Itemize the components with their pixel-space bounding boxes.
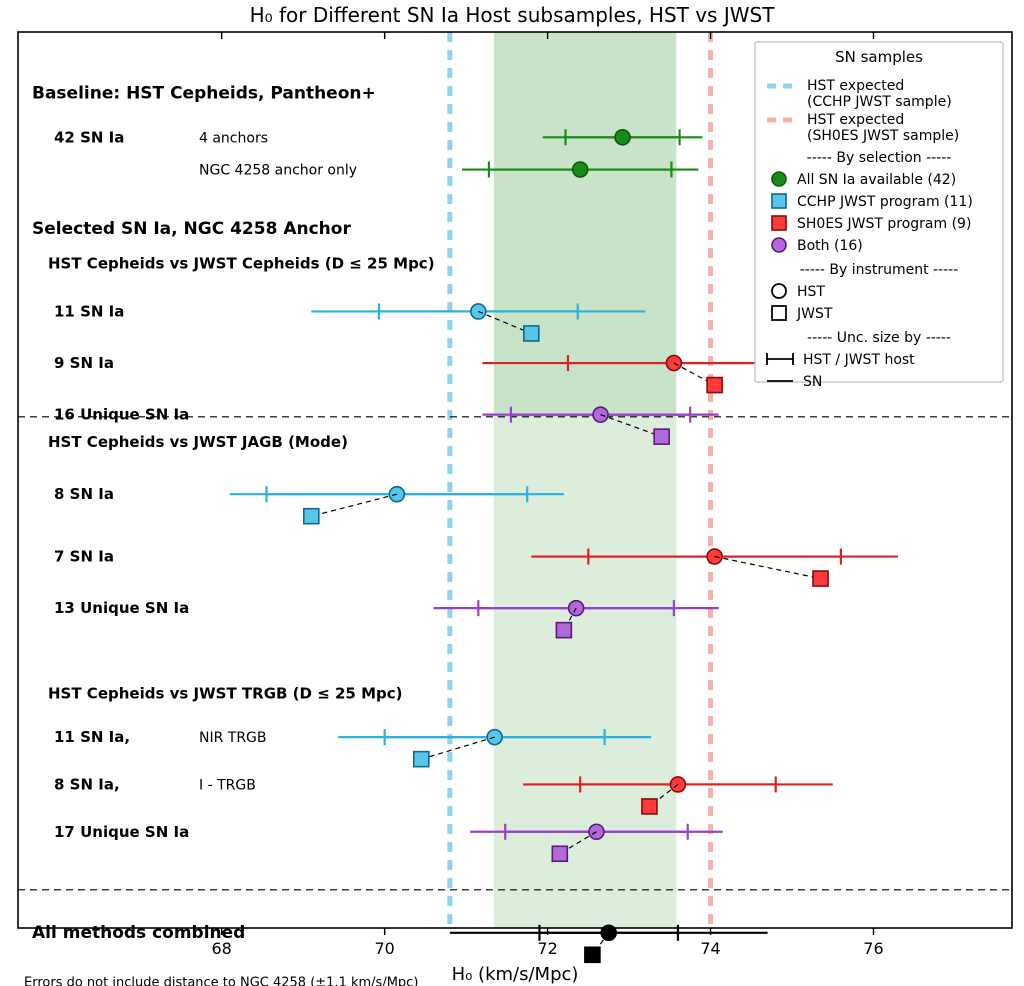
marker-jwst	[654, 429, 669, 444]
xtick-label: 74	[700, 939, 720, 958]
legend-sel-label: SH0ES JWST program (9)	[797, 216, 971, 232]
legend-sel-label: All SN Ia available (42)	[797, 172, 956, 188]
x-axis-label: H₀ (km/s/Mpc)	[452, 964, 579, 985]
marker-jwst	[556, 623, 571, 638]
section-combined: All methods combined	[32, 923, 245, 943]
row-label: 11 SN Ia,	[54, 728, 130, 746]
row-sublabel: NGC 4258 anchor only	[199, 163, 357, 179]
row-sublabel: 4 anchors	[199, 130, 268, 146]
xtick-label: 70	[374, 939, 394, 958]
row-label: 9 SN Ia	[54, 354, 114, 372]
legend-sel-label: Both (16)	[797, 238, 863, 254]
legend-sec-instrument: ----- By instrument -----	[800, 262, 959, 278]
row-label: 7 SN Ia	[54, 548, 114, 566]
marker-hst	[573, 162, 588, 177]
marker-jwst	[304, 509, 319, 524]
legend-sec-selection: ----- By selection -----	[807, 150, 952, 166]
xtick-label: 72	[537, 939, 557, 958]
marker-jwst	[552, 846, 567, 861]
marker-jwst	[524, 326, 539, 341]
legend-sec-unc: ----- Unc. size by -----	[807, 330, 951, 346]
forest-plot: H₀ for Different SN Ia Host subsamples, …	[0, 0, 1024, 986]
marker-jwst	[707, 378, 722, 393]
marker-jwst	[642, 799, 657, 814]
legend-line-label: HST expected	[807, 78, 904, 94]
legend-line-sublabel: (CCHP JWST sample)	[807, 94, 952, 110]
marker-hst	[615, 130, 630, 145]
row-label: 42 SN Ia	[54, 128, 124, 146]
legend-line-sublabel: (SH0ES JWST sample)	[807, 128, 959, 144]
chart-container: H₀ for Different SN Ia Host subsamples, …	[0, 0, 1024, 986]
row-label: 11 SN Ia	[54, 302, 124, 320]
legend: SN samplesHST expected(CCHP JWST sample)…	[755, 42, 1003, 390]
marker-jwst	[813, 571, 828, 586]
legend-line-label: HST expected	[807, 112, 904, 128]
marker-jwst	[585, 947, 600, 962]
row-label: 13 Unique SN Ia	[54, 599, 189, 617]
row-sublabel: I - TRGB	[199, 777, 256, 793]
legend-inst-label: HST	[797, 284, 825, 300]
legend-unc-label: SN	[803, 374, 822, 390]
chart-title: H₀ for Different SN Ia Host subsamples, …	[250, 3, 776, 27]
legend-unc-label: HST / JWST host	[803, 352, 915, 368]
row-label: 8 SN Ia	[54, 485, 114, 503]
row-label: 17 Unique SN Ia	[54, 823, 189, 841]
row-label: 8 SN Ia,	[54, 775, 120, 793]
marker-jwst	[414, 752, 429, 767]
row-label: 16 Unique SN Ia	[54, 406, 189, 424]
legend-inst-label: JWST	[796, 306, 833, 322]
legend-sel-label: CCHP JWST program (11)	[797, 194, 973, 210]
connector	[421, 737, 494, 759]
section-selected: Selected SN Ia, NGC 4258 Anchor	[32, 219, 351, 239]
footnote: Errors do not include distance to NGC 42…	[24, 976, 418, 986]
subsection-jagb: HST Cepheids vs JWST JAGB (Mode)	[48, 433, 348, 451]
section-baseline: Baseline: HST Cepheids, Pantheon+	[32, 84, 376, 104]
row-sublabel: NIR TRGB	[199, 730, 267, 746]
xtick-label: 76	[863, 939, 883, 958]
connector	[311, 494, 397, 516]
legend-title: SN samples	[835, 48, 923, 66]
subsection-cepheids: HST Cepheids vs JWST Cepheids (D ≤ 25 Mp…	[48, 254, 435, 272]
subsection-trgb: HST Cepheids vs JWST TRGB (D ≤ 25 Mpc)	[48, 684, 403, 702]
connector	[715, 557, 821, 579]
